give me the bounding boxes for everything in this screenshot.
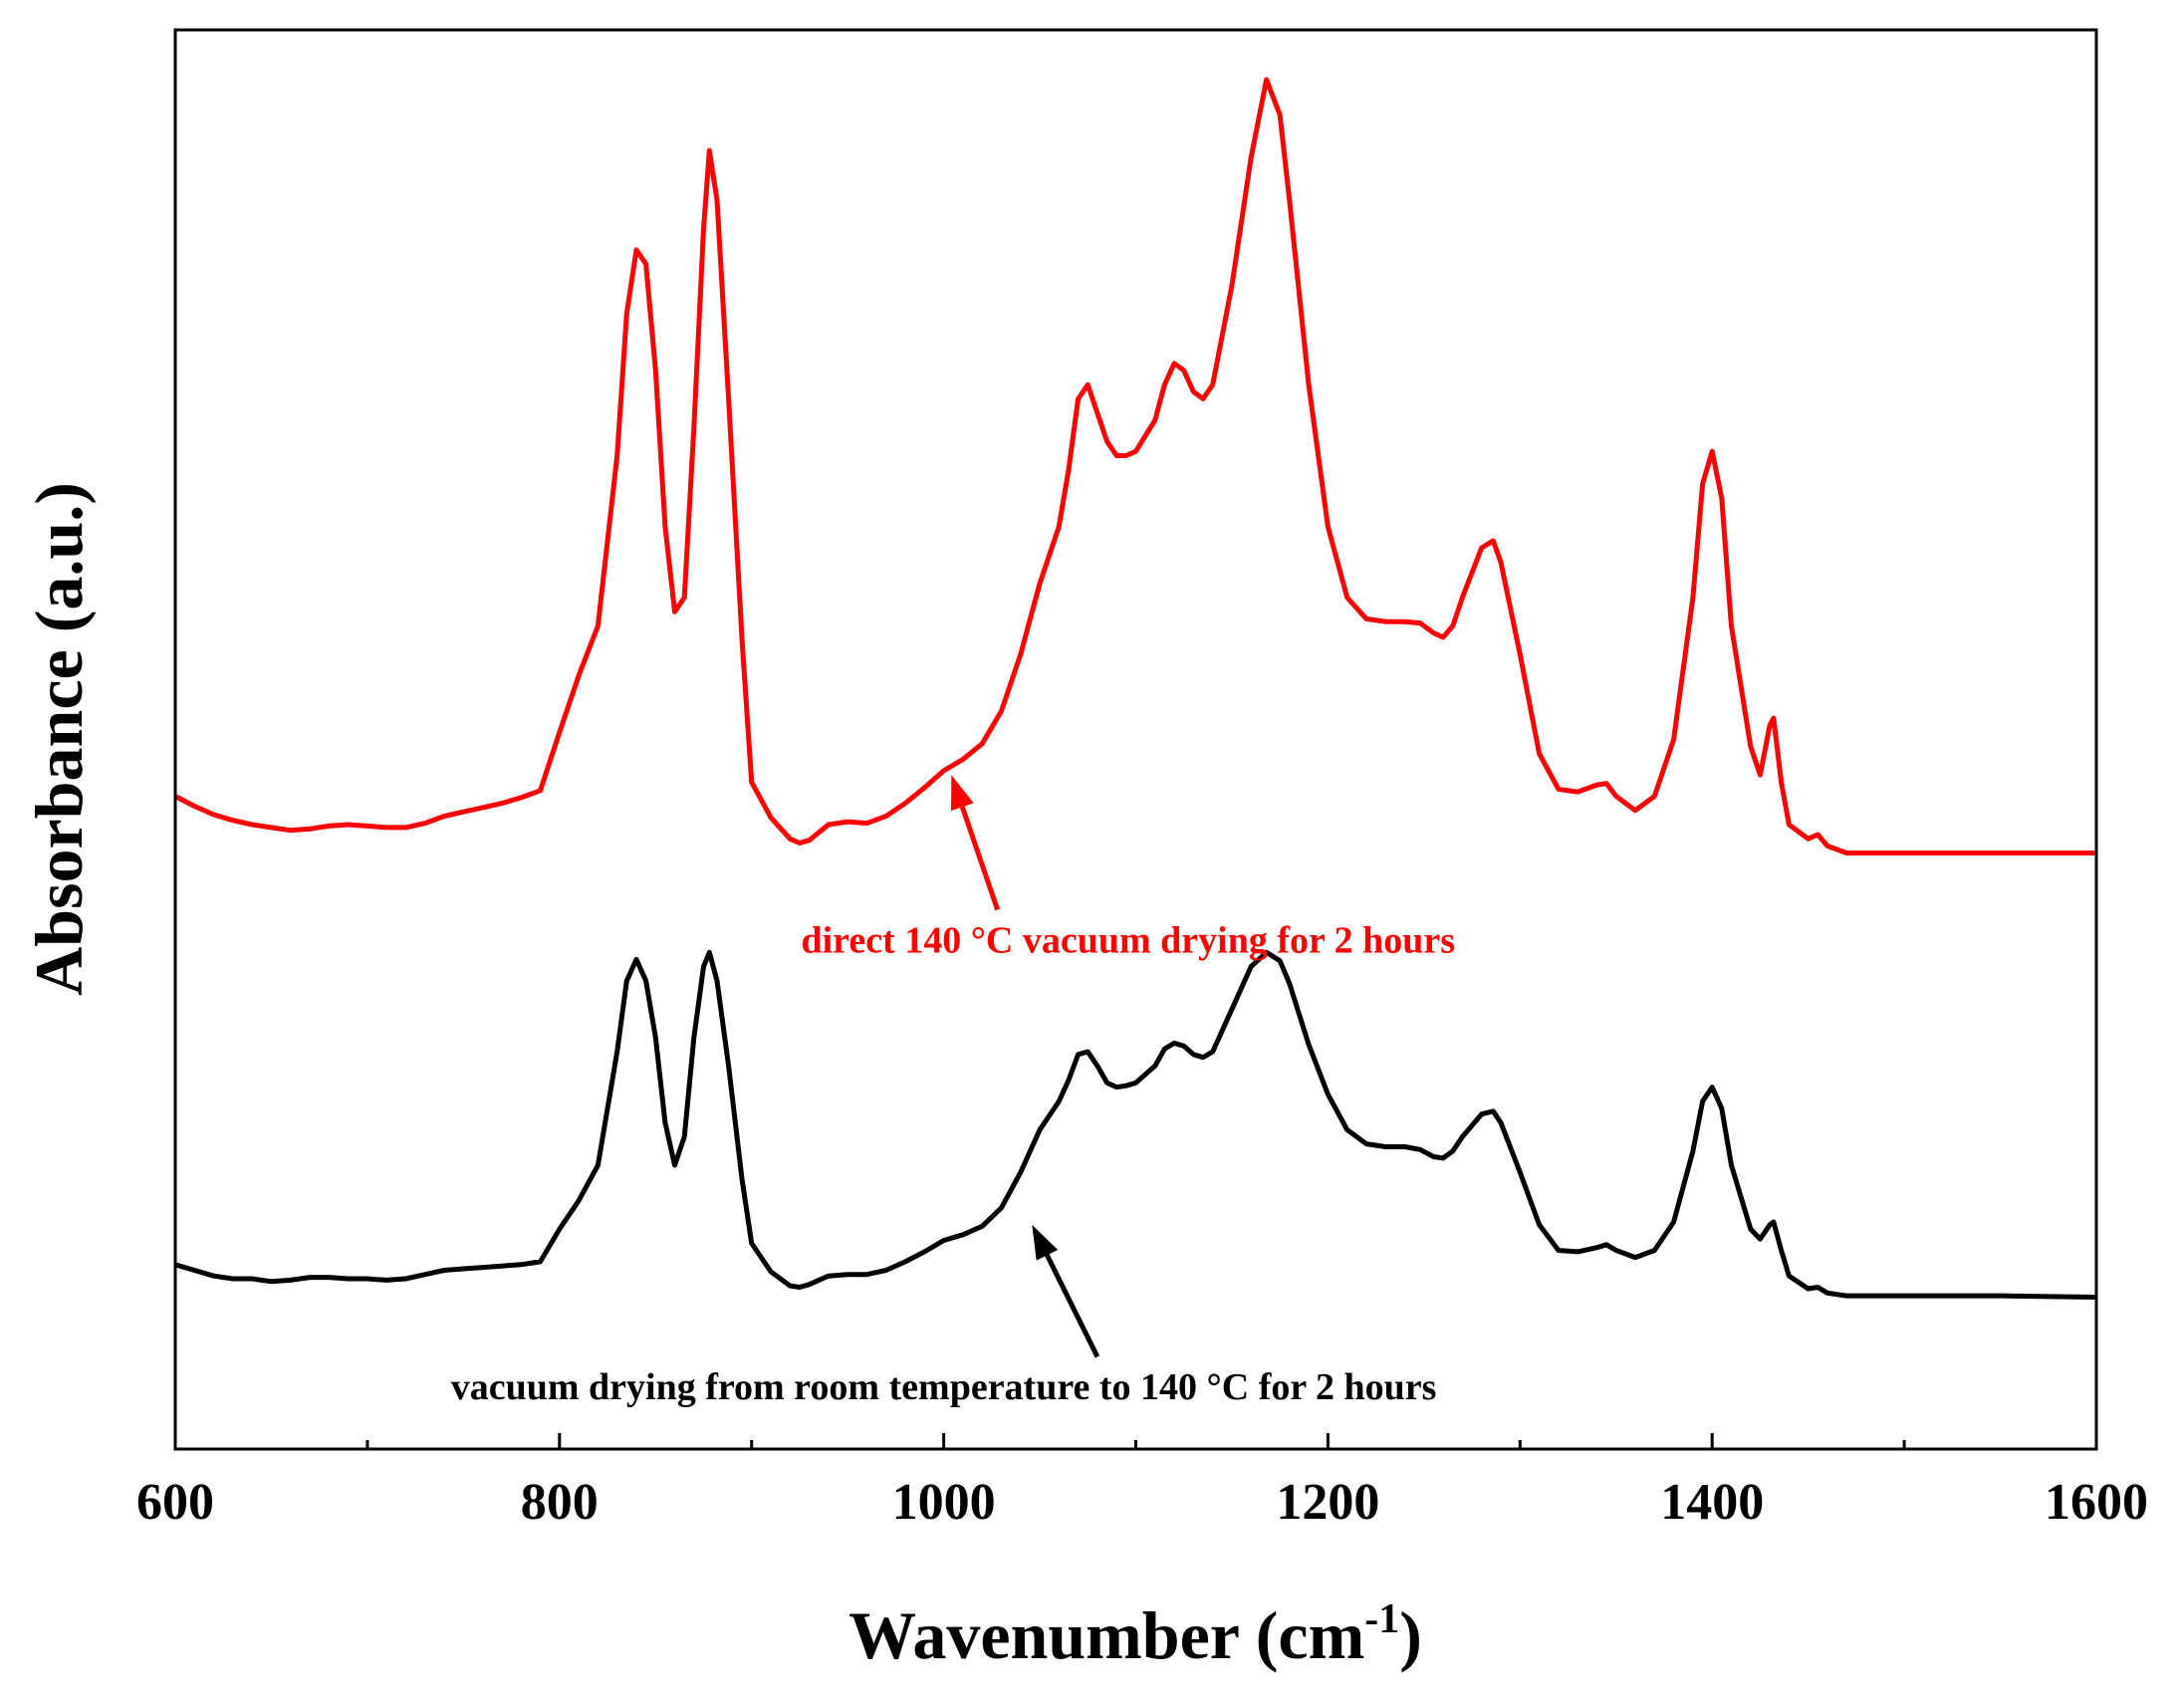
series-line-room-temp-ramp	[174, 949, 2097, 1300]
x-axis-title-end: )	[1399, 1597, 1422, 1673]
x-tick-label: 1400	[1660, 1474, 1764, 1531]
y-axis-title: Absorbance (a.u.)	[21, 482, 97, 996]
annotation-arrow-shaft	[1045, 1254, 1100, 1358]
x-tick-label: 1600	[2045, 1474, 2148, 1531]
annotation-arrow-head	[1032, 1224, 1059, 1261]
annotation-layer: direct 140 °C vacuum drying for 2 hours v…	[451, 775, 1455, 1408]
x-axis-title-main: Wavenumber (cm	[849, 1597, 1364, 1673]
annotation-arrow-head	[950, 775, 974, 812]
x-tick-label: 600	[136, 1474, 214, 1531]
annotation-arrow-shaft	[959, 806, 1000, 911]
x-axis-ticks: 600 800 1000 1200 1400 1600	[136, 1433, 2148, 1531]
series-line-direct-140c	[173, 77, 2096, 855]
x-axis-title: Wavenumber (cm-1)	[849, 1596, 1422, 1673]
x-axis-title-superscript: -1	[1364, 1596, 1399, 1642]
x-tick-label: 800	[521, 1474, 599, 1531]
x-tick-label: 1000	[892, 1474, 996, 1531]
x-tick-label: 1200	[1276, 1474, 1379, 1531]
annotation-label-red: direct 140 °C vacuum drying for 2 hours	[801, 919, 1455, 961]
annotation-label-black: vacuum drying from room temperature to 1…	[451, 1366, 1437, 1408]
series-layer	[173, 77, 2097, 1300]
